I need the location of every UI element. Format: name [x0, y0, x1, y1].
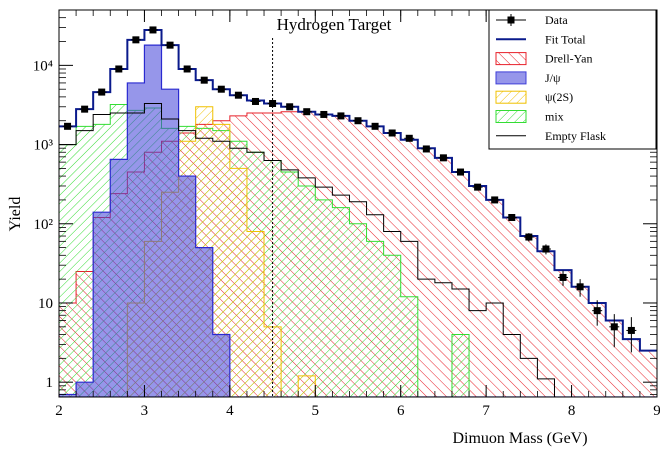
legend-entry: Data — [496, 13, 568, 27]
data-point — [182, 65, 193, 73]
data-point — [472, 183, 483, 191]
data-point — [216, 85, 227, 93]
x-tick-label: 6 — [397, 403, 405, 419]
data-point — [62, 122, 73, 130]
data-point — [335, 112, 346, 120]
legend-entry: mix — [495, 110, 564, 124]
series-empty-flask — [59, 102, 657, 397]
data-point — [130, 36, 141, 44]
data-point — [250, 97, 261, 105]
y-tick-label: 10³ — [34, 138, 54, 154]
data-point — [96, 88, 107, 96]
x-tick-label: 8 — [568, 403, 576, 419]
y-tick-label: 10² — [34, 217, 54, 233]
plot-frame — [58, 9, 658, 398]
data-point — [79, 105, 90, 113]
data-point — [558, 270, 569, 286]
data-points — [62, 26, 637, 353]
legend-label: Drell-Yan — [545, 52, 592, 66]
legend-entry: Fit Total — [496, 32, 586, 46]
data-point — [267, 99, 278, 107]
legend-label: J/ψ — [545, 71, 561, 85]
legend-label: Empty Flask — [545, 129, 606, 143]
x-tick-label: 9 — [653, 403, 660, 419]
legend-label: Data — [545, 13, 568, 27]
data-point — [438, 154, 449, 162]
x-axis-title: Dimuon Mass (GeV) — [452, 430, 587, 447]
x-tick-label: 5 — [312, 403, 320, 419]
data-point — [609, 314, 620, 348]
data-point — [523, 233, 534, 242]
legend-label: ψ(2S) — [545, 90, 573, 104]
data-point — [113, 65, 124, 73]
legend-label: mix — [545, 110, 564, 124]
data-point — [489, 196, 500, 204]
data-point — [575, 279, 586, 297]
x-tick-label: 3 — [141, 403, 149, 419]
data-point — [387, 129, 398, 137]
data-point — [147, 26, 158, 34]
data-point — [199, 76, 210, 84]
data-point — [421, 145, 432, 153]
data-point — [370, 122, 381, 130]
legend-label: Fit Total — [545, 32, 586, 46]
y-axis-title: Yield — [7, 197, 24, 232]
x-tick-label: 7 — [482, 403, 490, 419]
y-tick-label: 1 — [46, 375, 54, 391]
data-point — [353, 117, 363, 125]
data-point — [165, 41, 176, 49]
y-tick-label: 10 — [38, 296, 53, 312]
legend-entry: Empty Flask — [496, 129, 606, 143]
legend-entry: Drell-Yan — [495, 52, 592, 66]
plot-area — [59, 28, 657, 397]
series-j- — [59, 44, 657, 397]
x-tick-label: 4 — [226, 403, 234, 419]
data-point — [506, 214, 517, 222]
data-point — [284, 103, 295, 111]
chart-title: Hydrogen Target — [277, 15, 392, 34]
data-point — [301, 108, 312, 116]
data-point — [540, 244, 551, 255]
data-point — [404, 134, 415, 142]
x-tick-label: 2 — [55, 403, 63, 419]
legend-entry: J/ψ — [495, 71, 561, 85]
legend: Data Fit Total Drell-Yan J/ψ ψ(2S) mix Empty F… — [488, 9, 657, 150]
y-tick-label: 10⁴ — [33, 58, 53, 74]
legend-entry: ψ(2S) — [495, 90, 573, 104]
data-point — [626, 317, 637, 353]
data-point — [318, 110, 329, 118]
data-point — [233, 91, 244, 99]
data-point — [455, 168, 466, 176]
data-point — [592, 300, 603, 326]
